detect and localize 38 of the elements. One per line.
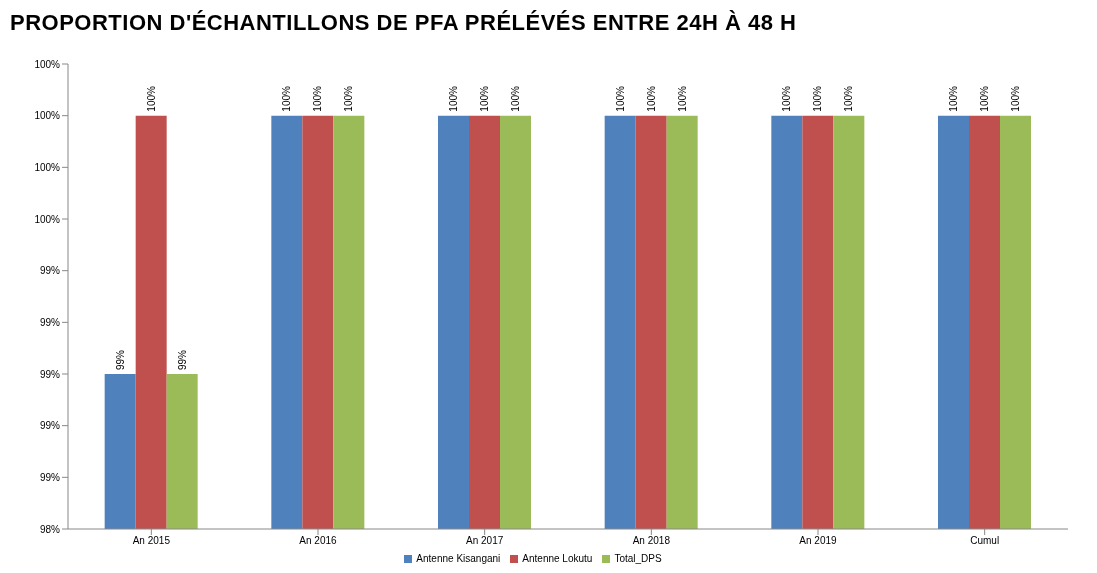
data-label: 99% [114, 349, 126, 370]
data-label: 100% [843, 85, 855, 112]
legend-label: Total_DPS [614, 553, 662, 564]
data-label: 100% [812, 85, 824, 112]
data-label: 100% [145, 85, 157, 112]
y-tick-label: 99% [39, 471, 61, 483]
legend-label: Antenne Lokutu [522, 553, 593, 564]
data-label: 100% [676, 85, 688, 112]
data-label: 100% [614, 85, 626, 112]
y-tick-label: 100% [34, 213, 61, 225]
data-label: 100% [645, 85, 657, 112]
data-label: 100% [510, 85, 521, 112]
data-label: 100% [343, 85, 355, 112]
y-tick-label: 98% [39, 523, 61, 535]
data-label: 100% [979, 85, 990, 112]
x-tick-label: An 2015 [132, 535, 171, 547]
data-label: 100% [312, 85, 324, 112]
y-tick-label: 99% [39, 265, 61, 277]
chart-title: PROPORTION D'ÉCHANTILLONS DE PFA PRÉLÉVÉS ENTRE 24H À 48 H [9, 9, 798, 37]
data-label: 100% [781, 85, 793, 112]
y-tick-label: 99% [39, 420, 61, 432]
x-tick-label: An 2018 [632, 535, 671, 547]
y-tick-label: 100% [34, 161, 61, 173]
data-label: 99% [176, 349, 188, 370]
data-label: 100% [281, 85, 293, 112]
data-label: 100% [948, 85, 959, 112]
x-tick-label: An 2019 [799, 535, 838, 547]
y-tick-label: 99% [39, 368, 61, 380]
x-tick-label: An 2017 [466, 535, 504, 547]
data-label: 100% [479, 85, 490, 112]
y-tick-label: 100% [34, 110, 61, 122]
data-label: 100% [1010, 85, 1021, 112]
x-tick-label: An 2016 [299, 535, 338, 547]
y-tick-label: 100% [34, 58, 61, 70]
x-tick-label: Cumul [970, 535, 1000, 547]
legend-label: Antenne Kisangani [416, 553, 501, 564]
data-label: 100% [448, 85, 459, 112]
y-tick-label: 99% [39, 316, 61, 328]
